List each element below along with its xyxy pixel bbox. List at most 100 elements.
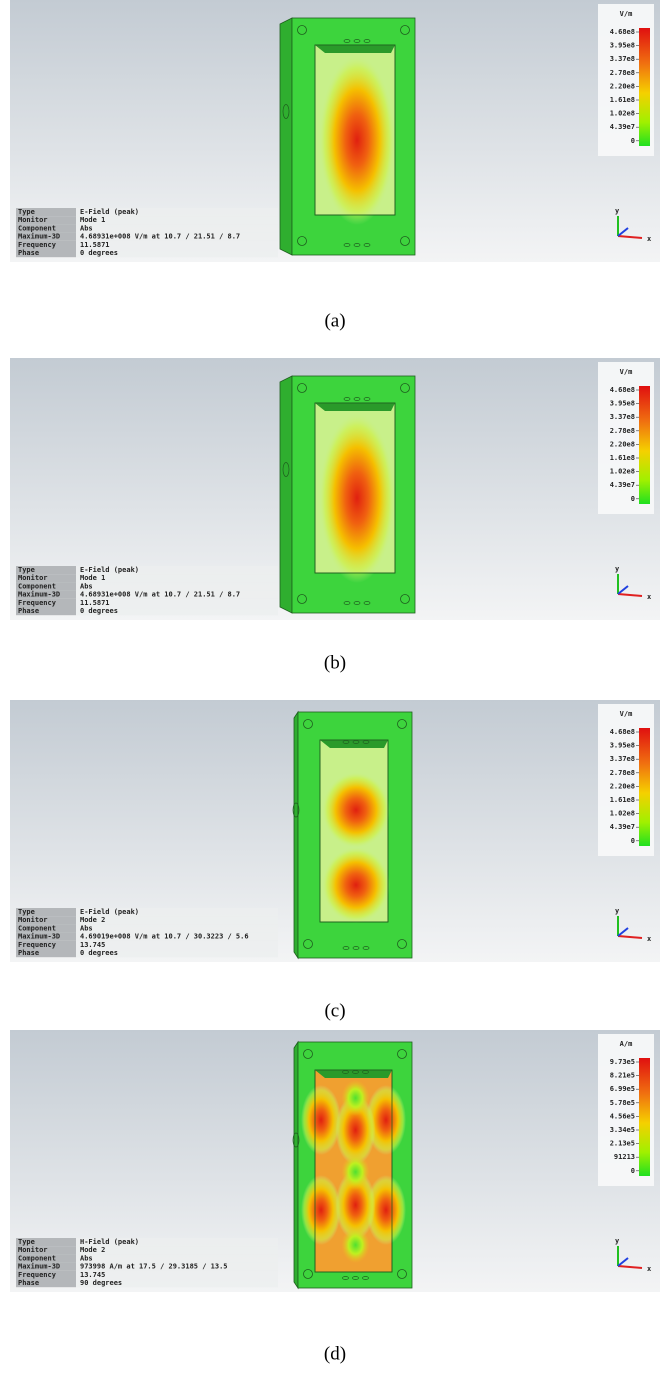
legend-tick-label: 4.39e7 xyxy=(610,823,635,831)
legend-tick-label: 8.21e5 xyxy=(610,1072,635,1080)
info-value: 0 degrees xyxy=(80,249,118,257)
legend-tick-label: 3.34e5 xyxy=(610,1126,635,1134)
info-label: Component xyxy=(18,582,56,590)
info-value: E-Field (peak) xyxy=(80,908,139,916)
legend-tick-label: 4.68e8 xyxy=(610,386,635,394)
legend-tick-label: 2.78e8 xyxy=(610,769,635,777)
legend-tick-label: 3.37e8 xyxy=(610,413,635,421)
field-coldspot xyxy=(342,1227,370,1263)
info-label: Monitor xyxy=(18,574,48,582)
panel: V/m4.68e83.95e83.37e82.78e82.20e81.61e81… xyxy=(10,0,660,262)
legend-tick-label: 1.61e8 xyxy=(610,796,635,804)
legend-unit: A/m xyxy=(620,1040,633,1048)
info-value: E-Field (peak) xyxy=(80,566,139,574)
figure: V/m 4.68e8 3.95e8 3.37e8 2.78e8 2.20e8 1.61e8 1… xyxy=(0,0,670,1370)
info-value: 4.68931e+008 V/m at 10.7 / 21.51 / 8.7 xyxy=(80,233,240,241)
info-label: Maximum-3D xyxy=(18,1263,60,1271)
legend-tick-label: 3.37e8 xyxy=(610,755,635,763)
info-value: 11.5871 xyxy=(80,241,110,249)
caption: (d) xyxy=(324,1343,346,1364)
legend-tick-label: 1.61e8 xyxy=(610,454,635,462)
info-value-cell xyxy=(76,582,278,590)
info-value: Mode 1 xyxy=(80,574,105,582)
color-bar xyxy=(639,28,650,146)
info-label: Phase xyxy=(18,249,39,257)
info-value: Mode 2 xyxy=(80,916,105,924)
info-value: H-Field (peak) xyxy=(80,1238,139,1246)
field-coldspot xyxy=(342,1080,370,1116)
legend-tick-label: 1.61e8 xyxy=(610,96,635,104)
info-value: 4.68931e+008 V/m at 10.7 / 21.51 / 8.7 xyxy=(80,591,240,599)
info-value: 0 degrees xyxy=(80,607,118,615)
legend-tick-label: 9.73e5 xyxy=(610,1058,635,1066)
caption: (b) xyxy=(324,652,346,673)
legend-tick-label: 91213 xyxy=(614,1153,635,1161)
color-bar xyxy=(639,728,650,846)
info-label: Component xyxy=(18,224,56,232)
legend-tick-label: 1.02e8 xyxy=(610,110,635,118)
legend-tick-label: 2.13e5 xyxy=(610,1140,635,1148)
info-value-cell xyxy=(76,1271,278,1279)
legend-tick-label: 4.39e7 xyxy=(610,123,635,131)
info-value-cell xyxy=(76,1246,278,1254)
info-label: Frequency xyxy=(18,241,57,249)
info-value-cell xyxy=(76,224,278,232)
info-value: 13.745 xyxy=(80,1271,105,1279)
info-value-cell xyxy=(76,1254,278,1262)
info-value: Abs xyxy=(80,1254,93,1262)
panel: A/m 9.73e5 8.21e5 6.99e5 5.78e5 4.56e5 3.34e5 2… xyxy=(10,1030,660,1292)
legend-tick-label: 1.02e8 xyxy=(610,468,635,476)
info-label: Monitor xyxy=(18,216,48,224)
legend-tick-label: 2.78e8 xyxy=(610,427,635,435)
info-value-cell xyxy=(76,924,278,932)
box-side xyxy=(294,1042,298,1288)
cavity-wall xyxy=(315,1070,392,1078)
field-coldspot xyxy=(342,1154,370,1190)
legend-tick-label: 4.68e8 xyxy=(610,728,635,736)
info-value-cell xyxy=(76,916,278,924)
page: V/m 4.68e8 3.95e8 3.37e8 2.78e8 2.20e8 1.61e8 1… xyxy=(0,0,670,1370)
legend-tick-label: 2.20e8 xyxy=(610,82,635,90)
info-label: Frequency xyxy=(18,941,57,949)
cavity-wall xyxy=(315,45,395,53)
info-label: Phase xyxy=(18,1279,39,1287)
caption: (a) xyxy=(324,310,345,331)
legend-tick-label: 5.78e5 xyxy=(610,1099,635,1107)
panel: V/m4.68e83.95e83.37e82.78e82.20e81.61e81… xyxy=(10,358,660,620)
info-value-cell xyxy=(76,574,278,582)
info-value: 13.745 xyxy=(80,941,105,949)
legend-unit: V/m xyxy=(620,710,633,718)
field-hotspot xyxy=(301,1085,341,1155)
legend-tick-label: 0 xyxy=(631,137,635,145)
legend-tick-label: 4.56e5 xyxy=(610,1112,635,1120)
legend-tick-label: 4.39e7 xyxy=(610,481,635,489)
info-label: Maximum-3D xyxy=(18,933,60,941)
info-value: 0 degrees xyxy=(80,949,118,957)
info-label: Phase xyxy=(18,949,39,957)
legend-tick-label: 3.95e8 xyxy=(610,742,635,750)
info-label: Frequency xyxy=(18,1271,57,1279)
legend-tick-label: 2.20e8 xyxy=(610,782,635,790)
info-value: 90 degrees xyxy=(80,1279,122,1287)
info-value: 11.5871 xyxy=(80,599,110,607)
field-hotspot xyxy=(319,55,395,225)
info-value-cell xyxy=(76,941,278,949)
cavity-wall xyxy=(320,740,388,748)
info-label: Component xyxy=(18,1254,56,1262)
box-side xyxy=(280,376,292,613)
info-value: 973998 A/m at 17.5 / 29.3185 / 13.5 xyxy=(80,1263,228,1271)
legend-tick-label: 6.99e5 xyxy=(610,1085,635,1093)
cavity-wall xyxy=(315,403,395,411)
info-label: Type xyxy=(18,908,35,916)
info-label: Maximum-3D xyxy=(18,233,60,241)
legend-tick-label: 3.37e8 xyxy=(610,55,635,63)
box-side xyxy=(280,18,292,255)
legend-tick-label: 0 xyxy=(631,1167,635,1175)
field-hotspot xyxy=(322,772,390,848)
legend-unit: V/m xyxy=(620,10,633,18)
color-bar xyxy=(639,386,650,504)
panel: V/m 4.68e8 3.95e8 3.37e8 2.78e8 2.20e8 1.61e8 1… xyxy=(10,700,660,962)
legend-unit: V/m xyxy=(620,368,633,376)
legend-tick-label: 0 xyxy=(631,495,635,503)
info-label: Maximum-3D xyxy=(18,591,60,599)
